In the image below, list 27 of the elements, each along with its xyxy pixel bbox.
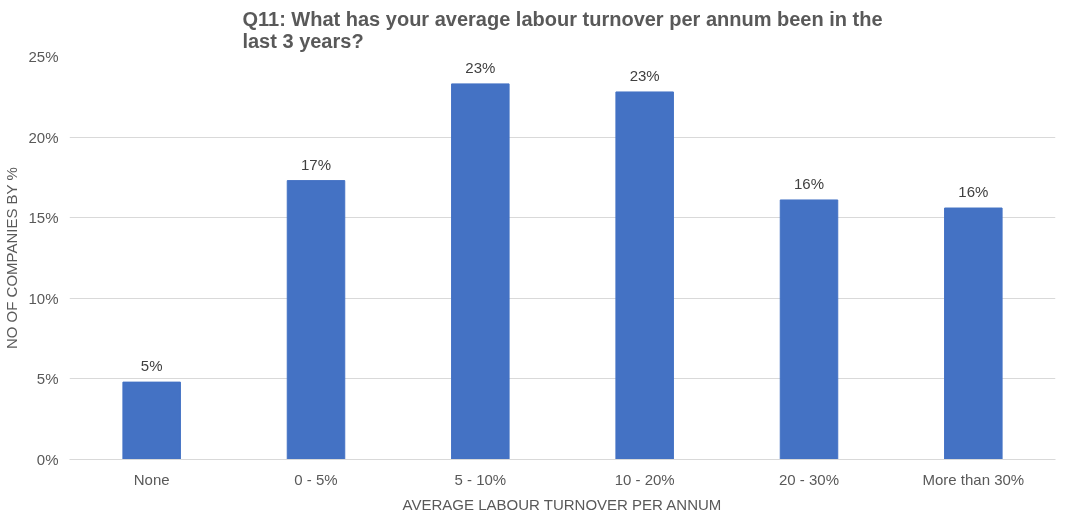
x-tick-label: 0 - 5% xyxy=(294,470,338,488)
y-tick-label: 0% xyxy=(36,451,59,468)
x-tick-label: 10 - 20% xyxy=(614,470,675,488)
x-tick-label: 20 - 30% xyxy=(778,470,840,488)
x-axis-title: AVERAGE LABOUR TURNOVER PER ANNUM xyxy=(402,495,722,513)
chart-title: Q11: What has your average labour turnover per annum been in the last 3 years? xyxy=(242,7,883,52)
data-label: 17% xyxy=(300,155,332,173)
data-label: 23% xyxy=(629,66,660,84)
data-label: 16% xyxy=(958,183,989,201)
bar xyxy=(122,381,181,460)
data-label: 16% xyxy=(793,174,825,192)
y-tick-label: 15% xyxy=(28,209,59,227)
bar xyxy=(451,83,510,460)
data-label: 23% xyxy=(465,58,496,76)
x-tick-label: None xyxy=(133,470,170,488)
bar xyxy=(615,91,674,460)
x-tick-label: 5 - 10% xyxy=(454,470,507,488)
bar xyxy=(944,207,1003,460)
y-tick-label: 25% xyxy=(28,48,59,65)
y-tick-label: 10% xyxy=(28,289,59,307)
x-tick-label: More than 30% xyxy=(922,470,1025,488)
y-tick-label: 20% xyxy=(28,128,59,146)
y-axis-title: NO OF COMPANIES BY % xyxy=(3,167,21,350)
y-tick-label: 5% xyxy=(36,370,59,388)
data-label: 5% xyxy=(140,357,163,375)
bar xyxy=(779,199,839,460)
bar xyxy=(286,180,346,460)
